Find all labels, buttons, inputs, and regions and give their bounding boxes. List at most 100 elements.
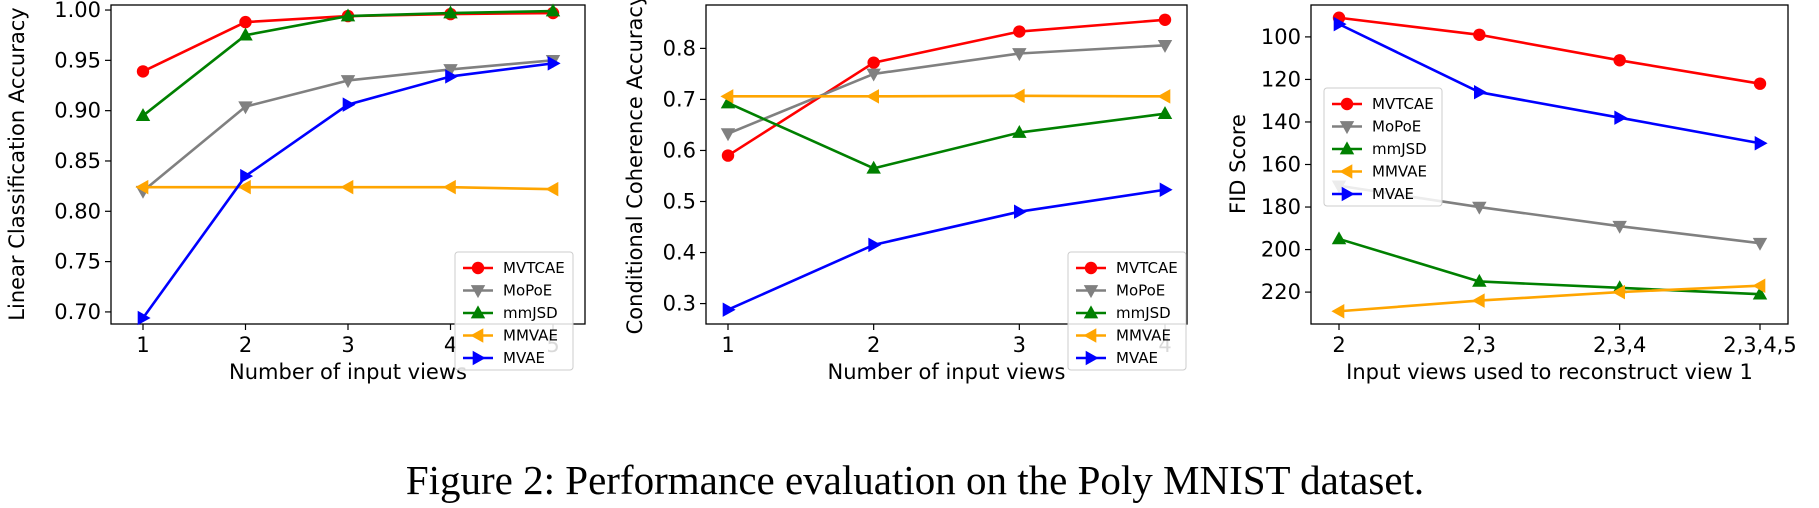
legend-entry-mvae: MVAE: [463, 349, 545, 367]
x-tick-label: 3: [1013, 333, 1026, 357]
y-tick-label: 0.80: [54, 199, 101, 223]
y-tick-label: 0.5: [663, 190, 696, 214]
legend-label: MoPoE: [1116, 282, 1165, 300]
data-point: [1754, 136, 1768, 151]
legend-marker: [471, 261, 485, 275]
y-tick-label: 0.70: [54, 300, 101, 324]
data-point: [238, 27, 253, 41]
legend-marker: [1085, 350, 1099, 366]
legend-entry-mopoe: MoPoE: [1332, 118, 1421, 136]
data-point: [240, 168, 254, 184]
data-point: [443, 5, 458, 19]
data-point: [1158, 13, 1172, 27]
series-mopoe: [720, 40, 1173, 142]
legend-entry-mvtcae: MVTCAE: [1332, 95, 1434, 113]
data-point: [340, 75, 356, 89]
legend-frame: [1323, 87, 1443, 207]
legend-label: MMVAE: [503, 327, 558, 345]
y-tick-label: 0.75: [54, 250, 101, 274]
x-tick-label: 1: [136, 333, 149, 357]
legend-label: MoPoE: [503, 282, 552, 300]
legend-marker: [470, 328, 484, 343]
x-tick-label: 2,3,4: [1593, 333, 1646, 357]
data-point: [136, 65, 150, 78]
y-tick-label: 0.3: [663, 292, 696, 316]
legend-label: MVTCAE: [1372, 95, 1434, 113]
y-tick-label: 0.95: [54, 48, 101, 72]
data-point: [1013, 25, 1026, 38]
legend-entry-mmvae: MMVAE: [463, 327, 558, 345]
data-point: [1614, 110, 1628, 125]
legend-label: mmJSD: [503, 304, 558, 322]
series-line: [727, 44, 1166, 135]
series-line: [142, 9, 554, 117]
series-line: [727, 101, 1166, 170]
legend-label: MoPoE: [1372, 118, 1421, 136]
series-mvae: [722, 182, 1173, 317]
legend-entry-mmjsd: mmJSD: [463, 304, 558, 322]
data-point: [547, 56, 561, 71]
data-point: [720, 128, 736, 142]
series-line: [1338, 22, 1761, 145]
series-mmvae: [1331, 278, 1766, 319]
y-tick-label: 0.6: [663, 138, 696, 162]
legend-marker: [1083, 328, 1097, 343]
data-point: [1613, 54, 1626, 67]
legend: MVTCAE MoPoE mmJSD MMVAE MVAE: [454, 251, 574, 371]
legend-marker: [1083, 285, 1099, 299]
legend-marker: [1339, 141, 1355, 155]
legend-entry-mvae: MVAE: [1076, 349, 1158, 367]
x-axis-label: Number of input views: [828, 360, 1066, 384]
y-tick-label: 0.4: [663, 241, 696, 265]
y-tick-label: 0.90: [54, 99, 101, 123]
y-axis-label: Conditional Coherence Accuracy: [623, 0, 647, 334]
data-point: [1472, 201, 1487, 215]
legend-label: mmJSD: [1116, 304, 1171, 322]
x-axis-label: Number of input views: [229, 360, 467, 384]
legend: MVTCAE MoPoE mmJSD MMVAE MVAE: [1067, 251, 1187, 371]
data-point: [238, 101, 253, 115]
data-point: [1159, 182, 1173, 197]
series-mopoe: [135, 55, 561, 199]
legend-label: MMVAE: [1372, 163, 1427, 181]
series-line: [1338, 284, 1761, 313]
series-mvtcae: [721, 13, 1172, 162]
y-tick-label: 100: [1261, 25, 1301, 49]
data-point: [445, 69, 459, 84]
y-tick-label: 140: [1261, 110, 1301, 134]
x-tick-label: 2,3: [1463, 333, 1496, 357]
data-point: [545, 181, 559, 197]
data-point: [1612, 284, 1625, 300]
y-tick-label: 160: [1261, 153, 1301, 177]
legend-entry-mmjsd: mmJSD: [1076, 304, 1171, 322]
data-point: [721, 149, 735, 162]
series-mmvae: [135, 179, 559, 197]
y-tick-label: 0.7: [663, 87, 696, 111]
series-line: [728, 94, 1166, 98]
series-line: [1338, 16, 1761, 85]
legend-marker: [472, 350, 486, 366]
legend-entry-mopoe: MoPoE: [1076, 282, 1165, 300]
y-tick-label: 0.85: [54, 149, 101, 173]
series-mvae: [1333, 16, 1768, 151]
legend-label: MVAE: [1372, 185, 1414, 203]
chart-linear-classification-accuracy: 123450.700.750.800.850.900.951.00Number …: [5, 0, 586, 384]
y-axis-label: Linear Classification Accuracy: [5, 7, 29, 320]
data-point: [1333, 16, 1347, 32]
legend-marker: [470, 285, 486, 299]
legend-label: MMVAE: [1116, 327, 1171, 345]
series-mvae: [137, 56, 561, 326]
data-point: [720, 95, 736, 109]
legend-entry-mmjsd: mmJSD: [1332, 140, 1427, 158]
legend-entry-mvae: MVAE: [1332, 185, 1414, 203]
data-point: [1331, 231, 1347, 245]
series-mmjsd: [1331, 231, 1768, 300]
data-point: [135, 179, 149, 195]
data-point: [1471, 293, 1485, 308]
x-tick-label: 4: [444, 333, 457, 357]
data-point: [135, 108, 151, 122]
data-point: [1612, 220, 1627, 234]
legend-marker: [1340, 97, 1354, 111]
data-point: [237, 179, 251, 195]
legend-marker: [470, 305, 486, 319]
